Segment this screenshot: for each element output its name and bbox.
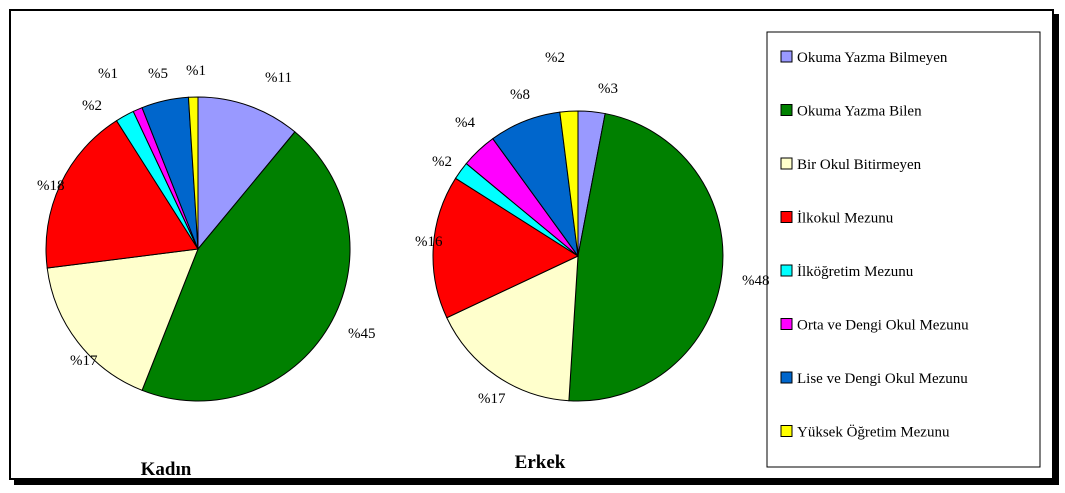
legend-label-0: Okuma Yazma Bilmeyen: [797, 50, 948, 66]
pie-erkek: [432, 110, 724, 402]
pie-slice-erkek-3: [432, 177, 580, 319]
legend-box: [766, 31, 1041, 468]
pie-kadin: [45, 96, 351, 402]
data-label-erkek-6: %8: [510, 87, 530, 103]
legend-swatch-4: [780, 264, 793, 277]
data-label-kadin-3: %18: [37, 178, 65, 194]
legend-label-6: Lise ve Dengi Okul Mezunu: [797, 371, 968, 387]
legend-label-7: Yüksek Öğretim Mezunu: [797, 424, 950, 441]
legend-swatch-6: [780, 371, 793, 384]
data-label-kadin-4: %2: [82, 98, 102, 114]
data-label-kadin-2: %17: [70, 353, 98, 369]
frame-shadow-right: [1054, 14, 1059, 485]
data-label-kadin-7: %1: [186, 63, 206, 79]
pie-slice-kadin-1: [141, 131, 351, 402]
data-label-erkek-3: %16: [415, 234, 443, 250]
pie-slice-erkek-7: [559, 110, 579, 257]
data-label-erkek-5: %4: [455, 115, 475, 131]
data-label-erkek-7: %2: [545, 50, 565, 66]
pie-slice-erkek-2: [446, 255, 579, 402]
data-label-kadin-1: %45: [348, 326, 376, 342]
pie-title-kadin: Kadın: [141, 459, 192, 480]
pie-slice-kadin-3: [45, 119, 199, 269]
legend-swatch-2: [780, 157, 793, 170]
data-label-kadin-5: %1: [98, 66, 118, 82]
legend-label-1: Okuma Yazma Bilen: [797, 104, 922, 120]
legend-label-4: İlköğretim Mezunu: [797, 264, 914, 280]
legend-label-2: Bir Okul Bitirmeyen: [797, 157, 922, 173]
legend-swatch-3: [780, 211, 793, 223]
pie-slice-erkek-1: [568, 112, 724, 402]
pie-title-erkek: Erkek: [515, 452, 566, 473]
legend-label-5: Orta ve Dengi Okul Mezunu: [797, 318, 969, 334]
pie-slice-kadin-2: [46, 248, 199, 391]
frame-shadow-bottom: [14, 480, 1059, 485]
legend-label-3: İlkokul Mezunu: [797, 211, 894, 227]
data-label-erkek-2: %17: [478, 391, 506, 407]
data-label-kadin-0: %11: [265, 70, 292, 86]
legend-swatch-5: [780, 318, 793, 330]
pie-slice-kadin-7: [187, 96, 199, 250]
data-label-erkek-0: %3: [598, 81, 618, 97]
data-label-erkek-4: %2: [432, 154, 452, 170]
legend-swatch-1: [780, 104, 793, 116]
legend-swatch-7: [780, 425, 793, 437]
pie-slice-kadin-0: [197, 96, 296, 251]
data-label-kadin-6: %5: [148, 66, 168, 82]
data-label-erkek-1: %48: [742, 273, 770, 289]
legend-swatch-0: [780, 50, 793, 63]
